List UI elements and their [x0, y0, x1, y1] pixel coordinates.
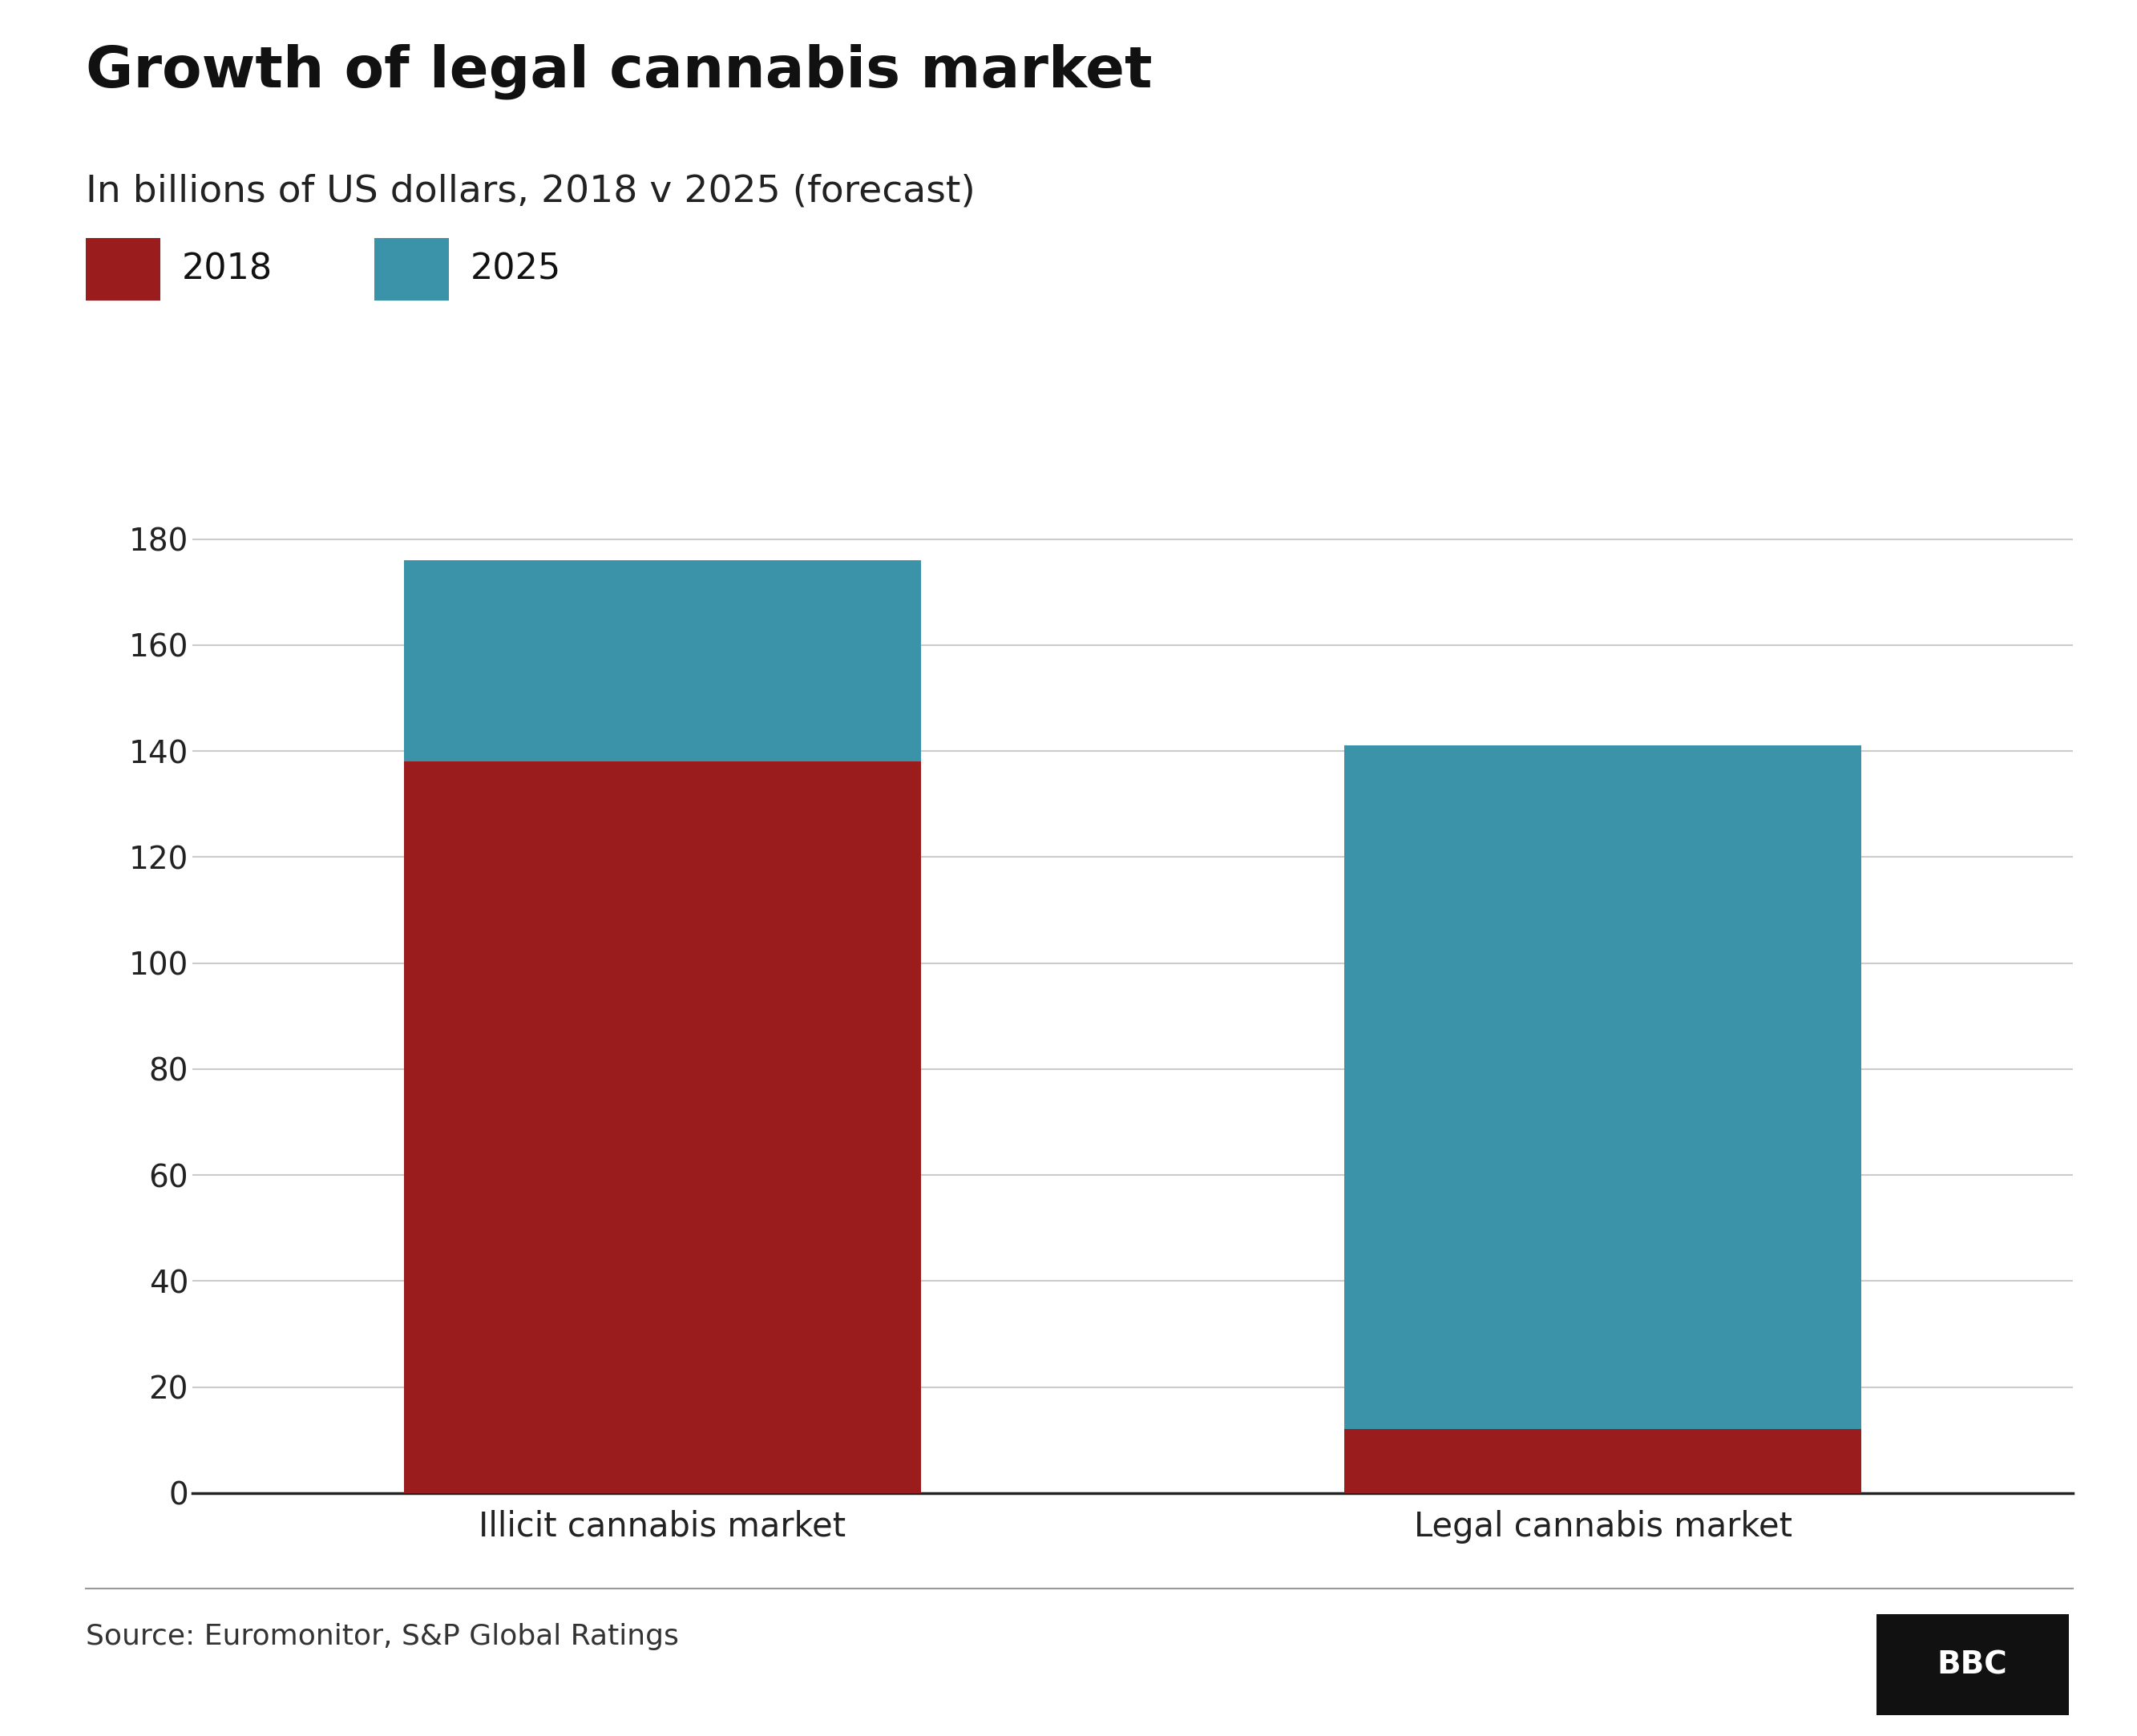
Text: Growth of legal cannabis market: Growth of legal cannabis market — [85, 43, 1152, 99]
Bar — [1344, 1429, 1861, 1493]
Text: Source: Euromonitor, S&P Global Ratings: Source: Euromonitor, S&P Global Ratings — [85, 1623, 680, 1651]
Text: 2025: 2025 — [470, 252, 560, 286]
Text: BBC: BBC — [1938, 1649, 2007, 1680]
Bar — [1344, 746, 1861, 1429]
Bar — [404, 762, 921, 1493]
Text: In billions of US dollars, 2018 v 2025 (forecast): In billions of US dollars, 2018 v 2025 (… — [85, 174, 974, 210]
Bar — [404, 561, 921, 762]
Text: 2018: 2018 — [182, 252, 271, 286]
